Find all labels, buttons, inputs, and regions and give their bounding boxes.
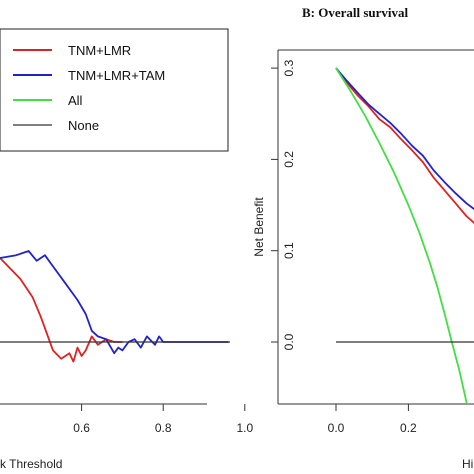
legend-label-none: None (68, 118, 99, 133)
right-series-all (335, 67, 468, 404)
right-y-tick-label: 0.0 (282, 333, 296, 350)
legend-label-tnm-plus-lmr-plus-tam: TNM+LMR+TAM (68, 68, 165, 83)
legend-label-all: All (68, 93, 83, 108)
right-x-tick-label: 0.2 (400, 421, 417, 435)
left-series-group (0, 250, 230, 363)
right-series-group (335, 67, 474, 404)
right-y-tick-label: 0.3 (282, 59, 296, 76)
right-x-tick-label: 0.0 (328, 421, 345, 435)
right-series-tnm-plus-lmr-plus-tam (335, 67, 474, 211)
left-x-tick-label: 1.0 (236, 421, 253, 435)
left-x-tick-label: 0.8 (155, 421, 172, 435)
right-y-ticks: 0.0 0.1 0.2 0.3 (271, 59, 296, 350)
left-series-tnm-plus-lmr (0, 257, 123, 363)
left-panel: 0.6 0.8 1.0 k Threshold (0, 250, 253, 471)
legend: TNM+LMR TNM+LMR+TAM All None (0, 28, 229, 152)
right-y-tick-label: 0.1 (282, 242, 296, 259)
right-y-tick-label: 0.2 (282, 151, 296, 168)
left-x-tick-label: 0.6 (73, 421, 90, 435)
right-x-axis-label: Hi (462, 457, 473, 471)
right-series-tnm-plus-lmr (335, 67, 474, 224)
right-y-axis-label: Net Benefit (252, 197, 266, 257)
right-panel-title: B: Overall survival (302, 5, 409, 20)
left-x-axis-label: k Threshold (0, 457, 62, 471)
left-series-tnm-plus-lmr-plus-tam (0, 250, 229, 355)
right-panel: B: Overall survival 0.00.10.20.3 0.0 0.2 … (252, 5, 474, 471)
right-x-ticks: 0.0 0.2 (328, 404, 417, 435)
left-x-ticks: 0.6 0.8 1.0 (73, 404, 253, 435)
legend-label-tnm-plus-lmr: TNM+LMR (68, 43, 131, 58)
